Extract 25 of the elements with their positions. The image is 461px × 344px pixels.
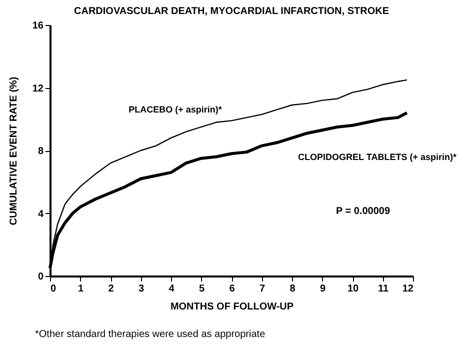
y-tick-label: 8 bbox=[38, 146, 44, 157]
x-tick-label: 7 bbox=[259, 284, 266, 294]
x-tick-label: 6 bbox=[229, 284, 236, 294]
x-tick-label: 1 bbox=[78, 284, 84, 294]
x-tick-label: 11 bbox=[378, 284, 389, 294]
y-axis-title: CUMULATIVE EVENT RATE (%) bbox=[8, 76, 20, 226]
y-tick-label: 0 bbox=[38, 272, 44, 282]
x-tick-label: 9 bbox=[320, 284, 326, 294]
x-tick-label: 4 bbox=[168, 284, 175, 294]
x-tick-label: 5 bbox=[198, 284, 205, 294]
annotation: P = 0.00009 bbox=[336, 206, 390, 217]
x-tick-label: 8 bbox=[290, 284, 296, 294]
text: *Other standard therapies were used as appropriate bbox=[35, 329, 266, 340]
x-tick-label: 12 bbox=[402, 284, 414, 294]
series-label: CLOPIDOGREL TABLETS (+ aspirin)* bbox=[298, 152, 457, 162]
x-tick-label: 2 bbox=[108, 284, 114, 294]
x-tick-label: 0 bbox=[50, 284, 56, 294]
x-tick-label: 10 bbox=[347, 284, 359, 294]
x-tick-label: 3 bbox=[138, 284, 144, 294]
y-tick-label: 16 bbox=[32, 20, 44, 32]
x-axis-title: MONTHS OF FOLLOW-UP bbox=[170, 302, 294, 312]
chart-title: CARDIOVASCULAR DEATH, MYOCARDIAL INFARCTION, STROKE bbox=[74, 6, 390, 17]
series-label: PLACEBO (+ aspirin)* bbox=[128, 104, 222, 115]
y-tick-label: 4 bbox=[38, 208, 44, 220]
y-tick-label: 12 bbox=[32, 83, 44, 94]
